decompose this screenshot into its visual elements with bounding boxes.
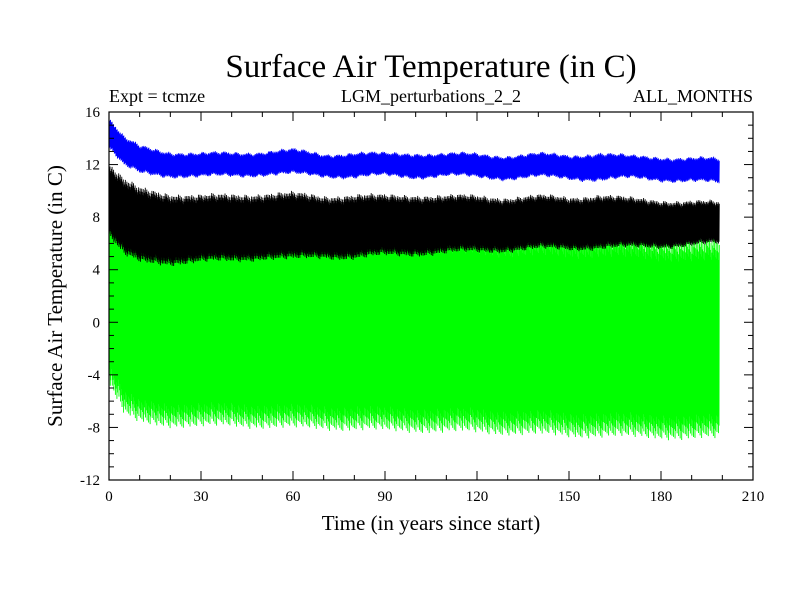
tick-layer: 0 30 60 90 120 150 180 210 16 12 8 4 0 -4 -8 -12	[80, 105, 764, 505]
y-tick-label: -8	[88, 420, 101, 436]
y-tick-label: 4	[93, 263, 101, 279]
x-tick-label: 210	[742, 489, 765, 505]
y-tick-label: 16	[85, 105, 101, 121]
y-axis-label: Surface Air Temperature (in C)	[43, 165, 67, 427]
x-tick-label: 120	[466, 489, 489, 505]
series-layer	[108, 118, 720, 441]
x-axis-label: Time (in years since start)	[322, 511, 541, 535]
y-tick-label: 0	[93, 315, 101, 331]
y-tick-label: 12	[85, 158, 100, 174]
series-middle-line	[108, 166, 720, 267]
y-tick-label: -4	[88, 368, 101, 384]
y-tick-label: 8	[93, 210, 101, 226]
subtitle-center: LGM_perturbations_2_2	[341, 86, 521, 106]
chart-title: Surface Air Temperature (in C)	[225, 49, 636, 85]
x-tick-label: 60	[286, 489, 301, 505]
x-tick-label: 30	[194, 489, 209, 505]
series-upper-line	[108, 118, 720, 184]
x-tick-label: 180	[650, 489, 673, 505]
y-tick-label: -12	[80, 473, 100, 489]
x-tick-label: 0	[105, 489, 113, 505]
x-tick-label: 150	[558, 489, 581, 505]
x-tick-label: 90	[378, 489, 393, 505]
subtitle-left: Expt = tcmze	[109, 86, 205, 106]
subtitle-right: ALL_MONTHS	[633, 86, 753, 106]
